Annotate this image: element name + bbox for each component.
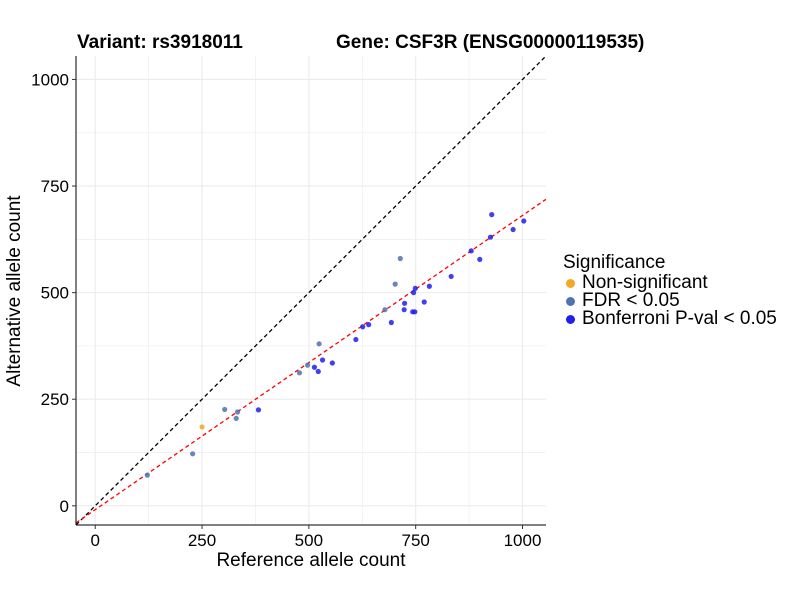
data-point-series-1 — [190, 451, 196, 457]
data-point-series-2 — [353, 336, 359, 343]
legend: Significance Non-significant FDR < 0.05 … — [563, 252, 777, 329]
legend-item-bonferroni: Bonferroni P-val < 0.05 — [563, 308, 777, 329]
x-axis-label: Reference allele count — [216, 550, 406, 571]
legend-key-bonferroni — [566, 314, 575, 324]
data-point-series-1 — [222, 406, 228, 413]
data-point-series-1 — [392, 281, 398, 287]
data-point-series-1 — [296, 370, 303, 376]
data-point-series-1 — [234, 409, 241, 415]
data-point-series-2 — [521, 218, 527, 224]
x-tick-label: 500 — [295, 531, 323, 550]
x-tick-label: 1000 — [504, 531, 542, 550]
x-tick-label: 0 — [90, 531, 99, 550]
y-tick-label: 1000 — [31, 70, 69, 89]
data-point-series-1 — [233, 415, 239, 422]
legend-title: Significance — [563, 252, 666, 273]
data-point-series-2 — [421, 299, 427, 305]
x-tick-label: 750 — [401, 531, 429, 550]
data-point-series-1 — [397, 255, 403, 262]
legend-key-fdr — [566, 296, 575, 306]
data-point-series-2 — [410, 290, 417, 296]
data-point-series-2 — [255, 407, 262, 413]
legend-label: Bonferroni P-val < 0.05 — [582, 308, 777, 329]
data-point-series-2 — [388, 319, 394, 326]
data-point-series-2 — [477, 256, 483, 262]
legend-item-non-significant: Non-significant — [563, 272, 777, 293]
data-point-series-1 — [144, 472, 150, 478]
data-point-series-2 — [489, 212, 495, 218]
data-point-series-2 — [468, 248, 474, 254]
grid — [76, 56, 546, 525]
y-axis-label: Alternative allele count — [4, 195, 25, 387]
data-point-series-2 — [401, 307, 407, 313]
axes: 0 250 500 750 1000 0 250 500 750 1000 — [31, 56, 546, 550]
data-point-series-2 — [311, 364, 318, 370]
data-point-series-2 — [401, 300, 408, 306]
y-tick-label: 0 — [60, 497, 69, 516]
identity-line — [76, 56, 546, 525]
legend-key-non-significant — [566, 278, 575, 288]
data-point-series-2 — [487, 234, 494, 240]
y-tick-label: 750 — [41, 177, 69, 196]
data-point-series-2 — [366, 322, 372, 328]
data-point-series-2 — [412, 285, 418, 291]
data-point-series-1 — [304, 362, 311, 368]
data-point-series-2 — [360, 324, 366, 330]
reference-lines — [76, 56, 546, 525]
data-point-series-2 — [329, 360, 335, 366]
legend-label: FDR < 0.05 — [582, 290, 680, 311]
data-point-series-2 — [319, 357, 326, 363]
data-points — [144, 212, 527, 478]
data-point-series-2 — [412, 309, 418, 315]
y-tick-label: 500 — [41, 284, 69, 303]
data-point-series-2 — [448, 273, 454, 280]
legend-item-fdr: FDR < 0.05 — [563, 290, 777, 311]
data-point-series-2 — [315, 368, 321, 375]
data-point-series-1 — [316, 341, 322, 347]
data-point-series-2 — [426, 283, 432, 289]
x-tick-label: 250 — [188, 531, 216, 550]
y-tick-label: 250 — [41, 390, 69, 409]
data-point-series-0 — [199, 424, 205, 430]
data-point-series-1 — [382, 307, 388, 313]
data-point-series-2 — [510, 226, 516, 233]
legend-label: Non-significant — [582, 272, 708, 293]
gene-title: Gene: CSF3R (ENSG00000119535) — [336, 32, 645, 53]
variant-title: Variant: rs3918011 — [77, 32, 243, 53]
